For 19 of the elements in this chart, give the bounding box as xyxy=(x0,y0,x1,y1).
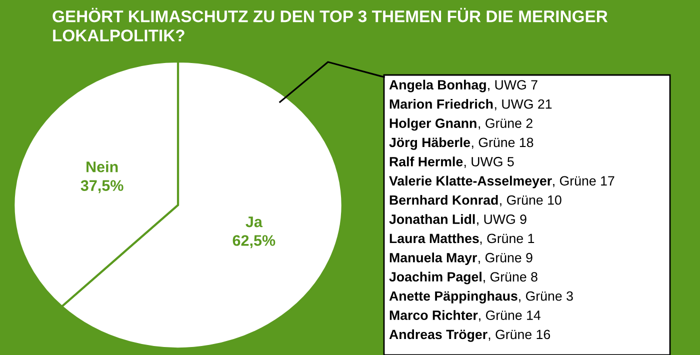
text: Ralf Hermle, UWG 5 xyxy=(390,156,514,168)
text: Bernhard Konrad, Grüne 10 xyxy=(390,194,562,206)
slice-label: Nein xyxy=(86,161,118,172)
text: Manuela Mayr, Grüne 9 xyxy=(390,252,532,266)
text: Holger Gnann, Grüne 2 xyxy=(390,118,532,131)
chart-title: GEHÖRT KLIMASCHUTZ ZU DEN TOP 3 THEMEN FÜR DIE MERINGER LOKALPOLITIK? xyxy=(52,8,608,42)
text: Anette Päppinghaus, Grüne 3 xyxy=(389,290,573,304)
data-label: 62,5% xyxy=(232,235,276,248)
text: Joachim Pagel, Grüne 8 xyxy=(389,272,538,284)
slice-label: Ja xyxy=(246,216,263,228)
text: Jörg Häberle, Grüne 18 xyxy=(389,137,534,150)
data-label: 37,5% xyxy=(80,180,124,194)
text: Angela Bonhag, UWG 7 xyxy=(389,80,538,92)
text: Marco Richter, Grüne 14 xyxy=(390,310,540,322)
text: Marion Friedrich, UWG 21 xyxy=(390,98,552,110)
text: Valerie Klatte-Asselmeyer, Grüne 17 xyxy=(389,176,614,188)
text: Jonathan Lidl, UWG 9 xyxy=(389,214,526,226)
text: Laura Matthes, Grüne 1 xyxy=(390,233,534,245)
text: Andreas Tröger, Grüne 16 xyxy=(389,329,550,342)
